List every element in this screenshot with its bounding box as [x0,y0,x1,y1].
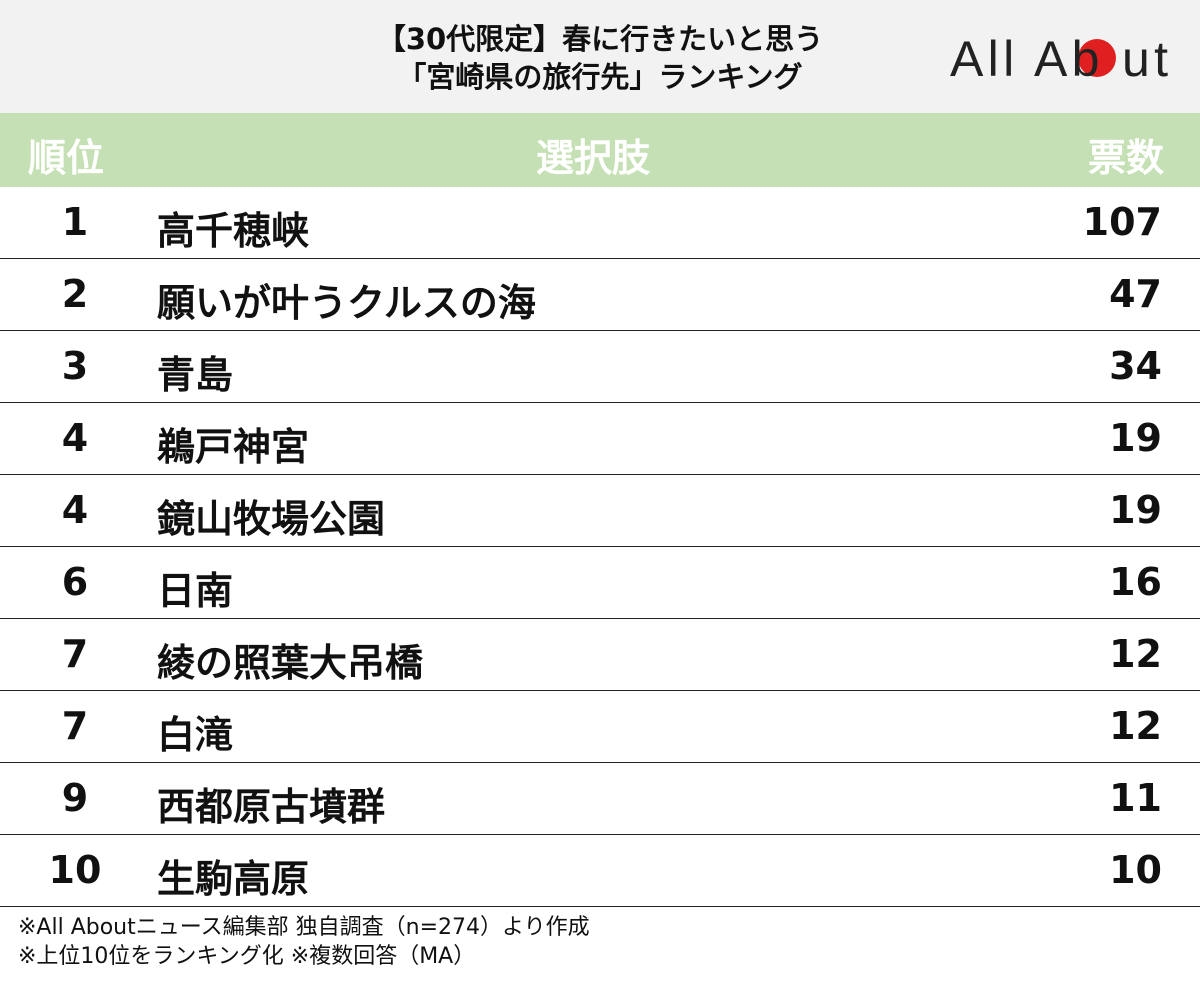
choice-cell: 青島 [157,353,234,397]
table-row: 10 生駒高原 10 [0,835,1200,907]
ranking-table-body: 1 高千穂峡 107 2 願いが叶うクルスの海 47 3 青島 34 4 鵜戸神宮 19 4 鏡山牧場公園… [0,187,1200,907]
votes-cell: 10 [1109,848,1162,892]
rank-cell: 2 [61,272,89,316]
votes-cell: 12 [1109,632,1162,676]
table-row: 7 白滝 12 [0,691,1200,763]
rank-cell: 4 [61,416,89,460]
choice-cell: 西都原古墳群 [157,785,386,829]
footer-source: ※All Aboutニュース編集部 独自調査（n=274）より作成 [18,915,590,940]
column-header: 順位 選択肢 票数 [0,113,1200,187]
page-title: 【30代限定】春に行きたいと思う 「宮崎県の旅行先」ランキング [300,20,900,96]
title-line-1: 【30代限定】春に行きたいと思う [376,22,824,56]
table-row: 4 鵜戸神宮 19 [0,403,1200,475]
choice-cell: 高千穂峡 [157,209,310,253]
rank-cell: 1 [61,200,89,244]
column-header-rank: 順位 [28,136,105,180]
rank-cell: 7 [61,704,89,748]
table-row: 2 願いが叶うクルスの海 47 [0,259,1200,331]
votes-cell: 107 [1082,200,1162,244]
rank-cell: 4 [61,488,89,532]
footer-notes: ※All Aboutニュース編集部 独自調査（n=274）より作成 ※上位10位… [18,913,590,971]
votes-cell: 34 [1109,344,1162,388]
votes-cell: 11 [1109,776,1162,820]
table-row: 4 鏡山牧場公園 19 [0,475,1200,547]
votes-cell: 19 [1109,416,1162,460]
votes-cell: 47 [1109,272,1162,316]
rank-cell: 6 [61,560,89,604]
footer-note: ※上位10位をランキング化 ※複数回答（MA） [18,944,476,969]
choice-cell: 願いが叶うクルスの海 [157,281,536,325]
rank-cell: 10 [48,848,102,892]
all-about-logo: All Ab ut [950,31,1170,87]
title-line-2: 「宮崎県の旅行先」ランキング [397,60,803,94]
rank-cell: 3 [61,344,89,388]
rank-cell: 7 [61,632,89,676]
choice-cell: 日南 [157,569,234,613]
column-header-votes: 票数 [1087,136,1164,180]
table-row: 7 綾の照葉大吊橋 12 [0,619,1200,691]
table-row: 3 青島 34 [0,331,1200,403]
choice-cell: 白滝 [157,713,234,757]
table-row: 9 西都原古墳群 11 [0,763,1200,835]
choice-cell: 鵜戸神宮 [157,425,310,469]
logo-dot [1078,39,1116,77]
votes-cell: 12 [1109,704,1162,748]
column-header-choice: 選択肢 [536,136,651,180]
choice-cell: 生駒高原 [157,857,310,901]
table-row: 1 高千穂峡 107 [0,187,1200,259]
choice-cell: 鏡山牧場公園 [157,497,386,541]
rank-cell: 9 [61,776,89,820]
choice-cell: 綾の照葉大吊橋 [157,641,424,685]
table-row: 6 日南 16 [0,547,1200,619]
votes-cell: 16 [1109,560,1162,604]
title-area: 【30代限定】春に行きたいと思う 「宮崎県の旅行先」ランキング All Ab u… [0,0,1200,113]
logo-text: All Ab ut [950,31,1168,87]
votes-cell: 19 [1109,488,1162,532]
